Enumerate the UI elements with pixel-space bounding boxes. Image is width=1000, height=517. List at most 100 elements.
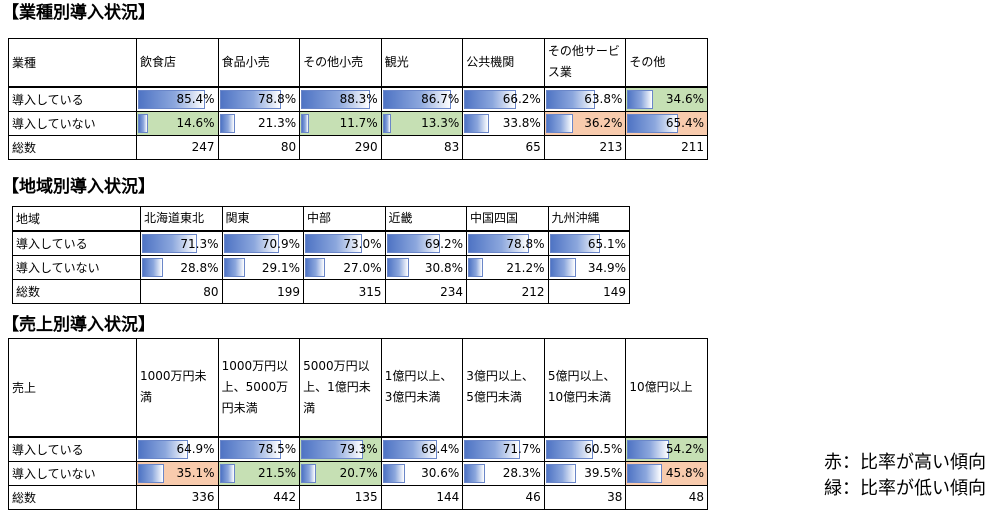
percent-value: 28.8%: [180, 260, 219, 275]
percent-cell: 54.2%: [625, 436, 708, 462]
percent-value: 45.8%: [665, 466, 704, 480]
total-value: 315: [303, 279, 386, 304]
total-value: 65: [462, 134, 545, 160]
percent-value: 21.3%: [258, 116, 297, 130]
total-value: 234: [384, 279, 467, 304]
row-label-header: 業種: [8, 38, 137, 88]
total-value: 135: [299, 484, 382, 510]
percent-cell: 45.8%: [625, 460, 708, 486]
percent-cell: 70.9%: [221, 230, 304, 256]
percent-value: 33.8%: [502, 116, 541, 130]
percent-bar: [219, 463, 235, 483]
percent-cell: 30.6%: [380, 460, 464, 486]
percent-value: 21.5%: [258, 466, 297, 480]
header-row: 地域 北海道東北 関東 中部 近畿 中国四国 九州沖縄: [12, 206, 630, 232]
row-label: 総数: [8, 484, 137, 510]
row-label: 導入している: [8, 436, 137, 462]
percent-bar: [627, 89, 654, 109]
percent-value: 69.2%: [424, 236, 463, 251]
column-header: 10億円以上: [625, 338, 708, 438]
percent-cell: 34.9%: [547, 255, 630, 280]
percent-cell: 39.5%: [543, 460, 627, 486]
percent-bar: [545, 89, 596, 109]
percent-value: 71.3%: [180, 236, 219, 251]
row-label: 導入していない: [12, 255, 141, 280]
percent-cell: 79.3%: [299, 436, 382, 462]
percent-cell: 73.0%: [303, 230, 386, 256]
percent-value: 39.5%: [584, 466, 623, 480]
percent-value: 78.5%: [258, 442, 297, 456]
percent-value: 66.2%: [502, 92, 541, 106]
row-label-header: 地域: [12, 206, 141, 232]
percent-value: 54.2%: [665, 442, 704, 456]
column-header: 中国四国: [466, 206, 549, 232]
percent-cell: 30.8%: [384, 255, 467, 280]
total-value: 442: [217, 484, 301, 510]
percent-bar: [305, 234, 362, 253]
percent-bar: [549, 234, 600, 253]
percent-bar: [468, 234, 530, 253]
percent-bar: [627, 439, 670, 459]
percent-bar: [627, 463, 663, 483]
percent-value: 34.6%: [665, 92, 704, 106]
percent-bar: [382, 89, 451, 109]
percent-cell: 78.8%: [217, 86, 301, 112]
total-value: 149: [547, 279, 630, 304]
column-header: 中部: [303, 206, 386, 232]
percent-cell: 14.6%: [136, 110, 219, 136]
percent-value: 21.2%: [506, 260, 545, 275]
percent-cell: 78.8%: [466, 230, 549, 256]
column-header: 近畿: [384, 206, 467, 232]
total-value: 46: [462, 484, 545, 510]
percent-cell: 28.8%: [140, 255, 223, 280]
row-label: 導入していない: [8, 460, 137, 486]
percent-value: 29.1%: [261, 260, 300, 275]
percent-bar: [545, 463, 576, 483]
percent-cell: 11.7%: [299, 110, 382, 136]
column-header: 5000万円以上、1億円未満: [299, 338, 382, 438]
percent-cell: 21.5%: [217, 460, 301, 486]
percent-value: 78.8%: [506, 236, 545, 251]
column-header: 公共機関: [462, 38, 545, 88]
total-row: 総数 336 442 135 144 46 38 48: [8, 484, 708, 510]
percent-value: 20.7%: [339, 466, 378, 480]
percent-bar: [138, 113, 148, 133]
row-label: 総数: [12, 279, 141, 304]
percent-value: 78.8%: [258, 92, 297, 106]
percent-bar: [138, 439, 189, 459]
total-value: 48: [625, 484, 708, 510]
total-value: 247: [136, 134, 219, 160]
total-value: 213: [543, 134, 627, 160]
percent-bar: [301, 439, 363, 459]
percent-value: 86.7%: [421, 92, 460, 106]
total-value: 212: [466, 279, 549, 304]
column-header: 北海道東北: [140, 206, 223, 232]
percent-cell: 34.6%: [625, 86, 708, 112]
percent-cell: 78.5%: [217, 436, 301, 462]
percent-cell: 20.7%: [299, 460, 382, 486]
percent-cell: 69.4%: [380, 436, 464, 462]
percent-value: 11.7%: [339, 116, 378, 130]
percent-bar: [301, 113, 309, 133]
column-header: その他サービス業: [543, 38, 627, 88]
total-value: 211: [625, 134, 708, 160]
column-header: 3億円以上、5億円未満: [462, 338, 545, 438]
total-value: 80: [140, 279, 223, 304]
column-header: 関東: [221, 206, 304, 232]
column-header: 5億円以上、10億円未満: [543, 338, 627, 438]
total-value: 290: [299, 134, 382, 160]
section-title-sales: 【売上別導入状況】: [2, 315, 155, 335]
percent-bar: [549, 258, 576, 277]
percent-cell: 33.8%: [462, 110, 545, 136]
percent-bar: [468, 258, 484, 277]
total-row: 総数 80 199 315 234 212 149: [12, 279, 630, 304]
percent-bar: [464, 463, 486, 483]
percent-bar: [219, 113, 235, 133]
not-adopted-row: 導入していない 14.6% 21.3% 11.7% 13.3% 33.8% 36.2% 65.…: [8, 110, 708, 136]
percent-value: 30.8%: [424, 260, 463, 275]
percent-cell: 35.1%: [136, 460, 219, 486]
percent-bar: [301, 89, 371, 109]
percent-cell: 60.5%: [543, 436, 627, 462]
percent-value: 36.2%: [584, 116, 623, 130]
percent-bar: [138, 89, 205, 109]
